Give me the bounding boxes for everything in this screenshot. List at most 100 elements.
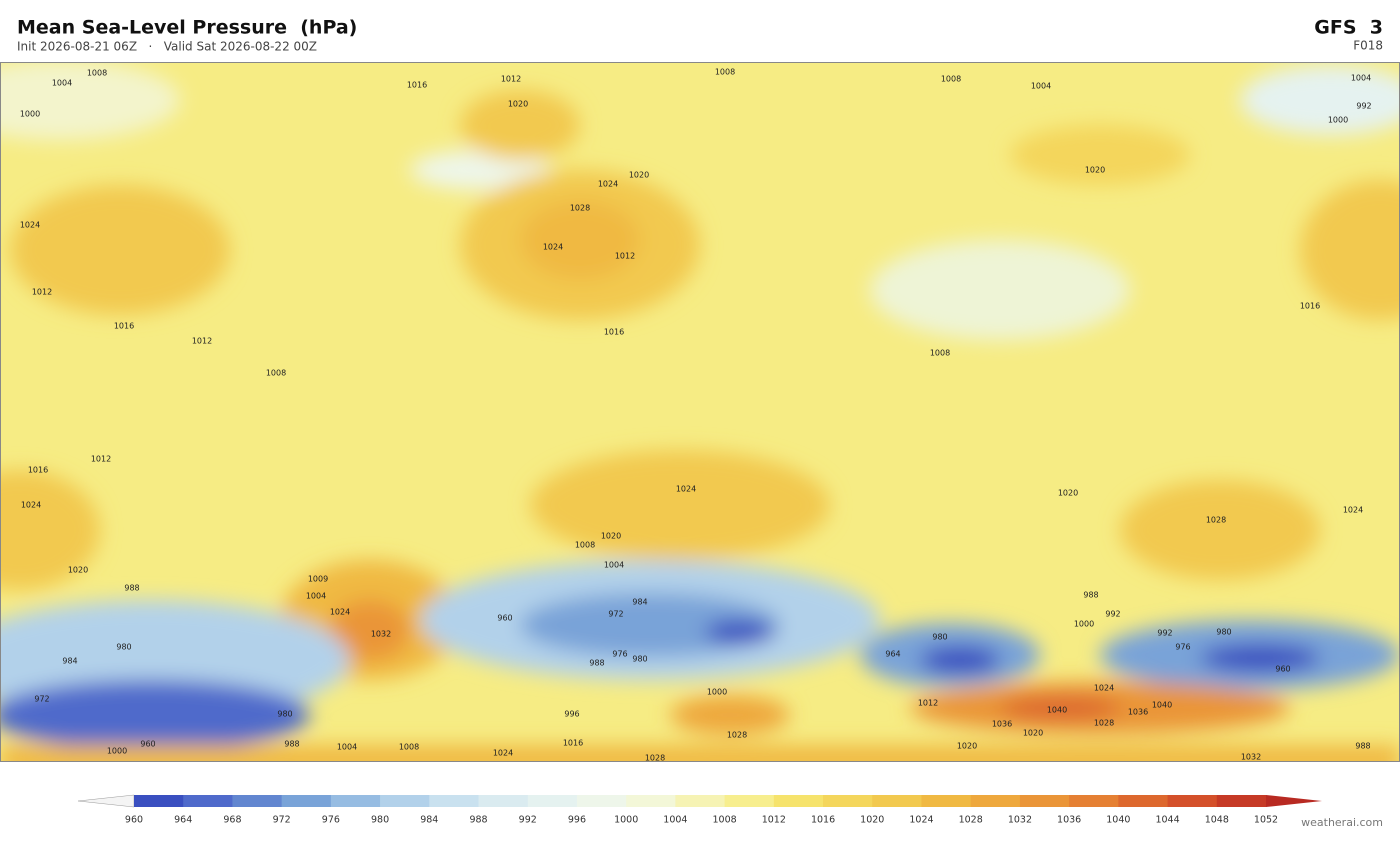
contour-label: 980 [116, 643, 131, 652]
forecast-hour: F018 [1353, 39, 1383, 53]
colorbar-label: 984 [420, 815, 438, 826]
contour-label: 1004 [604, 561, 624, 570]
colorbar-segment [1118, 795, 1169, 807]
contour-label: 1008 [930, 349, 950, 358]
contour-label: 1000 [20, 110, 40, 119]
contour-label: 1008 [399, 743, 419, 752]
contour-label: 1016 [114, 322, 134, 331]
contour-label: 1024 [676, 485, 696, 494]
contour-label: 1012 [615, 252, 635, 261]
contour-label: 1032 [1241, 753, 1261, 762]
contour-label: 1000 [107, 747, 127, 756]
colorbar-segment [675, 795, 726, 807]
contour-label: 1012 [32, 288, 52, 297]
colorbar-segment [330, 795, 381, 807]
colorbar-label: 1012 [762, 815, 786, 826]
colorbar-segment [921, 795, 972, 807]
contour-label: 1004 [337, 743, 357, 752]
colorbar-segment [1069, 795, 1119, 807]
contour-label: 980 [632, 655, 647, 664]
contour-label: 1004 [1031, 82, 1051, 91]
contour-label: 1020 [957, 742, 977, 751]
contour-label: 1040 [1152, 701, 1172, 710]
contour-label: 992 [1356, 102, 1371, 111]
subtitle: Init 2026-08-21 06Z · Valid Sat 2026-08-… [17, 40, 317, 54]
colorbar-label: 1016 [811, 815, 835, 826]
colorbar-label: 1044 [1155, 815, 1179, 826]
contour-label: 1008 [575, 541, 595, 550]
colorbar-label: 996 [568, 815, 586, 826]
contour-label: 1012 [501, 75, 521, 84]
colorbar-label: 1000 [614, 815, 638, 826]
contour-label: 1028 [1206, 516, 1226, 525]
colorbar-label: 1020 [860, 815, 884, 826]
contour-label: 1020 [68, 566, 88, 575]
contour-label: 1012 [918, 699, 938, 708]
contour-label: 1008 [715, 68, 735, 77]
contour-label: 1012 [192, 337, 212, 346]
colorbar-label: 988 [469, 815, 487, 826]
contour-label: 1020 [1085, 166, 1105, 175]
contour-label: 1000 [1074, 620, 1094, 629]
contour-label: 1008 [266, 369, 286, 378]
colorbar-segment [823, 795, 873, 807]
contour-label: 1036 [992, 720, 1012, 729]
contour-label: 1024 [493, 749, 513, 758]
contour-label: 1028 [570, 204, 590, 213]
contour-label: 1040 [1047, 706, 1067, 715]
colorbar-segment [281, 795, 332, 807]
contour-label: 1036 [1128, 708, 1148, 717]
contour-label: 1024 [20, 221, 40, 230]
contour-label: 1012 [91, 455, 111, 464]
colorbar-segment [1019, 795, 1070, 807]
contour-label: 1000 [707, 688, 727, 697]
contour-label: 1028 [1094, 719, 1114, 728]
title: Mean Sea-Level Pressure (hPa) [17, 17, 357, 39]
colorbar-segment [970, 795, 1021, 807]
contour-label: 988 [124, 584, 139, 593]
contour-label: 984 [62, 657, 77, 666]
contour-label: 1024 [598, 180, 618, 189]
colorbar-label: 1028 [959, 815, 983, 826]
colorbar-segment [1216, 795, 1267, 807]
contour-label: 988 [1355, 742, 1370, 751]
colorbar-label: 1008 [713, 815, 737, 826]
contour-label: 1028 [727, 731, 747, 740]
colorbar-label: 1040 [1106, 815, 1130, 826]
colorbar-segment [724, 795, 775, 807]
contour-label: 980 [277, 710, 292, 719]
colorbar-label: 1048 [1205, 815, 1229, 826]
contour-label: 1024 [21, 501, 41, 510]
contour-label: 972 [34, 695, 49, 704]
contour-label: 1020 [1023, 729, 1043, 738]
contour-label: 960 [140, 740, 155, 749]
colorbar-over [1266, 795, 1322, 807]
contour-label: 984 [632, 598, 647, 607]
colorbar-label: 1052 [1254, 815, 1278, 826]
colorbar-label: 1004 [663, 815, 687, 826]
contour-label: 1016 [1300, 302, 1320, 311]
contour-label: 1024 [330, 608, 350, 617]
contour-label: 960 [1275, 665, 1290, 674]
colorbar-segment [232, 795, 283, 807]
colorbar-label: 976 [322, 815, 340, 826]
contour-label: 1004 [306, 592, 326, 601]
contour-label: 1024 [543, 243, 563, 252]
contour-label: 1016 [563, 739, 583, 748]
colorbar-segment [134, 795, 184, 807]
contour-label: 1024 [1343, 506, 1363, 515]
contour-label: 996 [564, 710, 579, 719]
contour-label: 980 [1216, 628, 1231, 637]
colorbar-label: 972 [273, 815, 291, 826]
credit: weatherai.com [1301, 816, 1383, 829]
model: GFS 3 [1314, 17, 1383, 39]
contour-label: 1008 [941, 75, 961, 84]
contour-label: 980 [932, 633, 947, 642]
colorbar-segment [1167, 795, 1218, 807]
colorbar-label: 968 [223, 815, 241, 826]
contour-label: 972 [608, 610, 623, 619]
contour-label: 1016 [604, 328, 624, 337]
contour-label: 988 [589, 659, 604, 668]
colorbar-segment [183, 795, 233, 807]
